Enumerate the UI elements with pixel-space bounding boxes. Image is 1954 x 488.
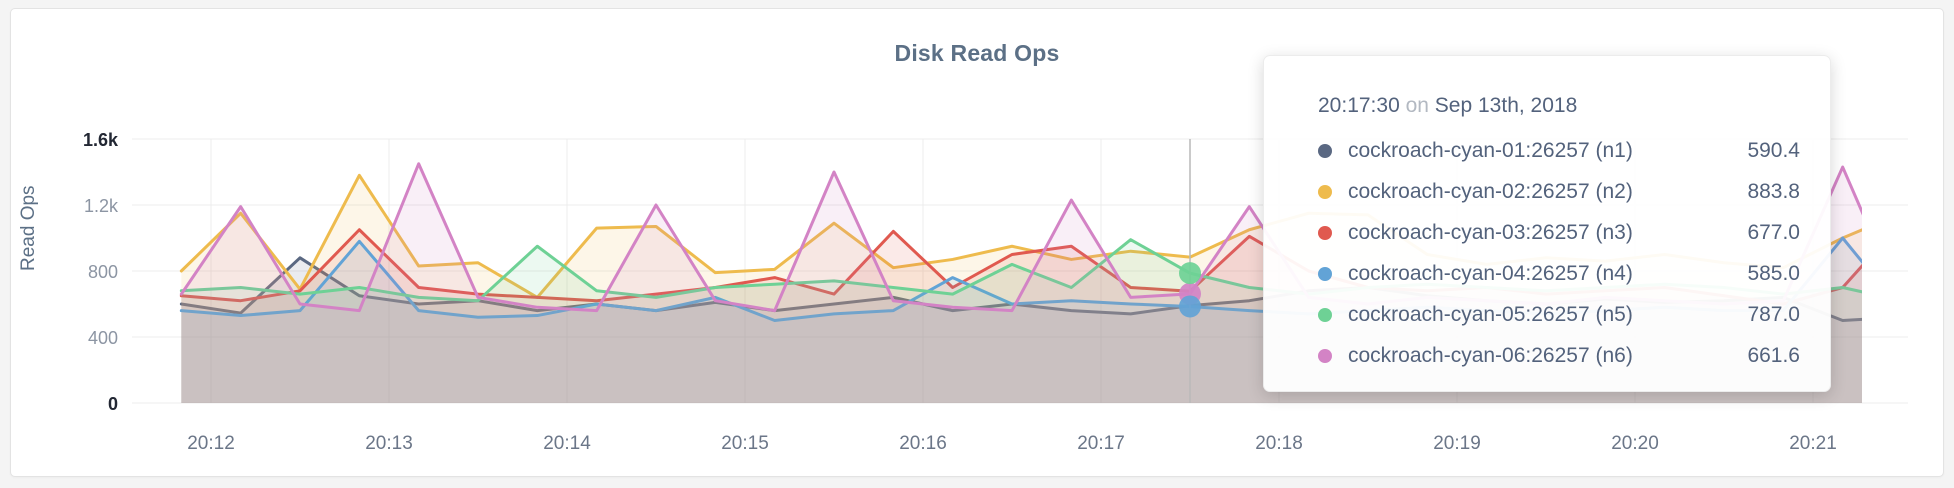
y-tick-label: 400 <box>88 328 118 348</box>
x-tick-label: 20:17 <box>1077 433 1125 454</box>
x-tick-label: 20:20 <box>1611 433 1659 454</box>
series-color-dot-icon <box>1318 184 1332 199</box>
tooltip-rows: cockroach-cyan-01:26257 (n1) 590.4 cockroa… <box>1318 130 1800 376</box>
x-tick-label: 20:15 <box>721 433 769 454</box>
y-tick-label: 1.2k <box>84 196 119 216</box>
x-tick-label: 20:16 <box>899 433 947 454</box>
x-tick-label: 20:18 <box>1255 433 1303 454</box>
series-name: cockroach-cyan-05:26257 (n5) <box>1348 302 1633 326</box>
series-value: 590.4 <box>1747 138 1800 162</box>
x-tick-label: 20:13 <box>365 433 413 454</box>
tooltip-row: cockroach-cyan-06:26257 (n6) 661.6 <box>1318 335 1800 376</box>
hover-tooltip: 20:17:30 on Sep 13th, 2018 cockroach-cya… <box>1263 55 1831 392</box>
series-name: cockroach-cyan-06:26257 (n6) <box>1348 343 1633 367</box>
y-tick-label: 1.6k <box>83 130 119 150</box>
tooltip-time: 20:17:30 <box>1318 94 1400 117</box>
y-tick-label: 0 <box>108 394 118 414</box>
tooltip-date: Sep 13th, 2018 <box>1434 94 1578 117</box>
y-tick-label: 800 <box>88 262 118 282</box>
series-color-dot-icon <box>1318 348 1332 363</box>
series-name: cockroach-cyan-01:26257 (n1) <box>1348 138 1633 162</box>
series-value: 787.0 <box>1747 302 1800 326</box>
chart-title: Disk Read Ops <box>894 40 1060 66</box>
series-name: cockroach-cyan-02:26257 (n2) <box>1348 179 1633 203</box>
hover-dot-n5 <box>1179 262 1201 285</box>
series-value: 883.8 <box>1747 179 1800 203</box>
tooltip-row: cockroach-cyan-02:26257 (n2) 883.8 <box>1318 171 1800 212</box>
tooltip-header: 20:17:30 on Sep 13th, 2018 <box>1318 94 1800 118</box>
series-name: cockroach-cyan-04:26257 (n4) <box>1348 261 1633 285</box>
series-color-dot-icon <box>1318 307 1332 322</box>
series-color-dot-icon <box>1318 225 1332 240</box>
tooltip-row: cockroach-cyan-04:26257 (n4) 585.0 <box>1318 253 1800 294</box>
series-value: 585.0 <box>1747 261 1800 285</box>
x-tick-label: 20:19 <box>1433 433 1481 454</box>
series-color-dot-icon <box>1318 266 1332 281</box>
series-value: 661.6 <box>1747 343 1800 367</box>
series-name: cockroach-cyan-03:26257 (n3) <box>1348 220 1633 244</box>
x-tick-label: 20:12 <box>187 433 235 454</box>
series-value: 677.0 <box>1747 220 1800 244</box>
tooltip-row: cockroach-cyan-05:26257 (n5) 787.0 <box>1318 294 1800 335</box>
tooltip-row: cockroach-cyan-03:26257 (n3) 677.0 <box>1318 212 1800 253</box>
x-tick-label: 20:21 <box>1789 433 1837 454</box>
tooltip-on-word: on <box>1405 94 1429 117</box>
x-tick-label: 20:14 <box>543 433 591 454</box>
series-color-dot-icon <box>1318 143 1332 158</box>
hover-dot-n4 <box>1179 295 1201 318</box>
tooltip-row: cockroach-cyan-01:26257 (n1) 590.4 <box>1318 130 1800 171</box>
